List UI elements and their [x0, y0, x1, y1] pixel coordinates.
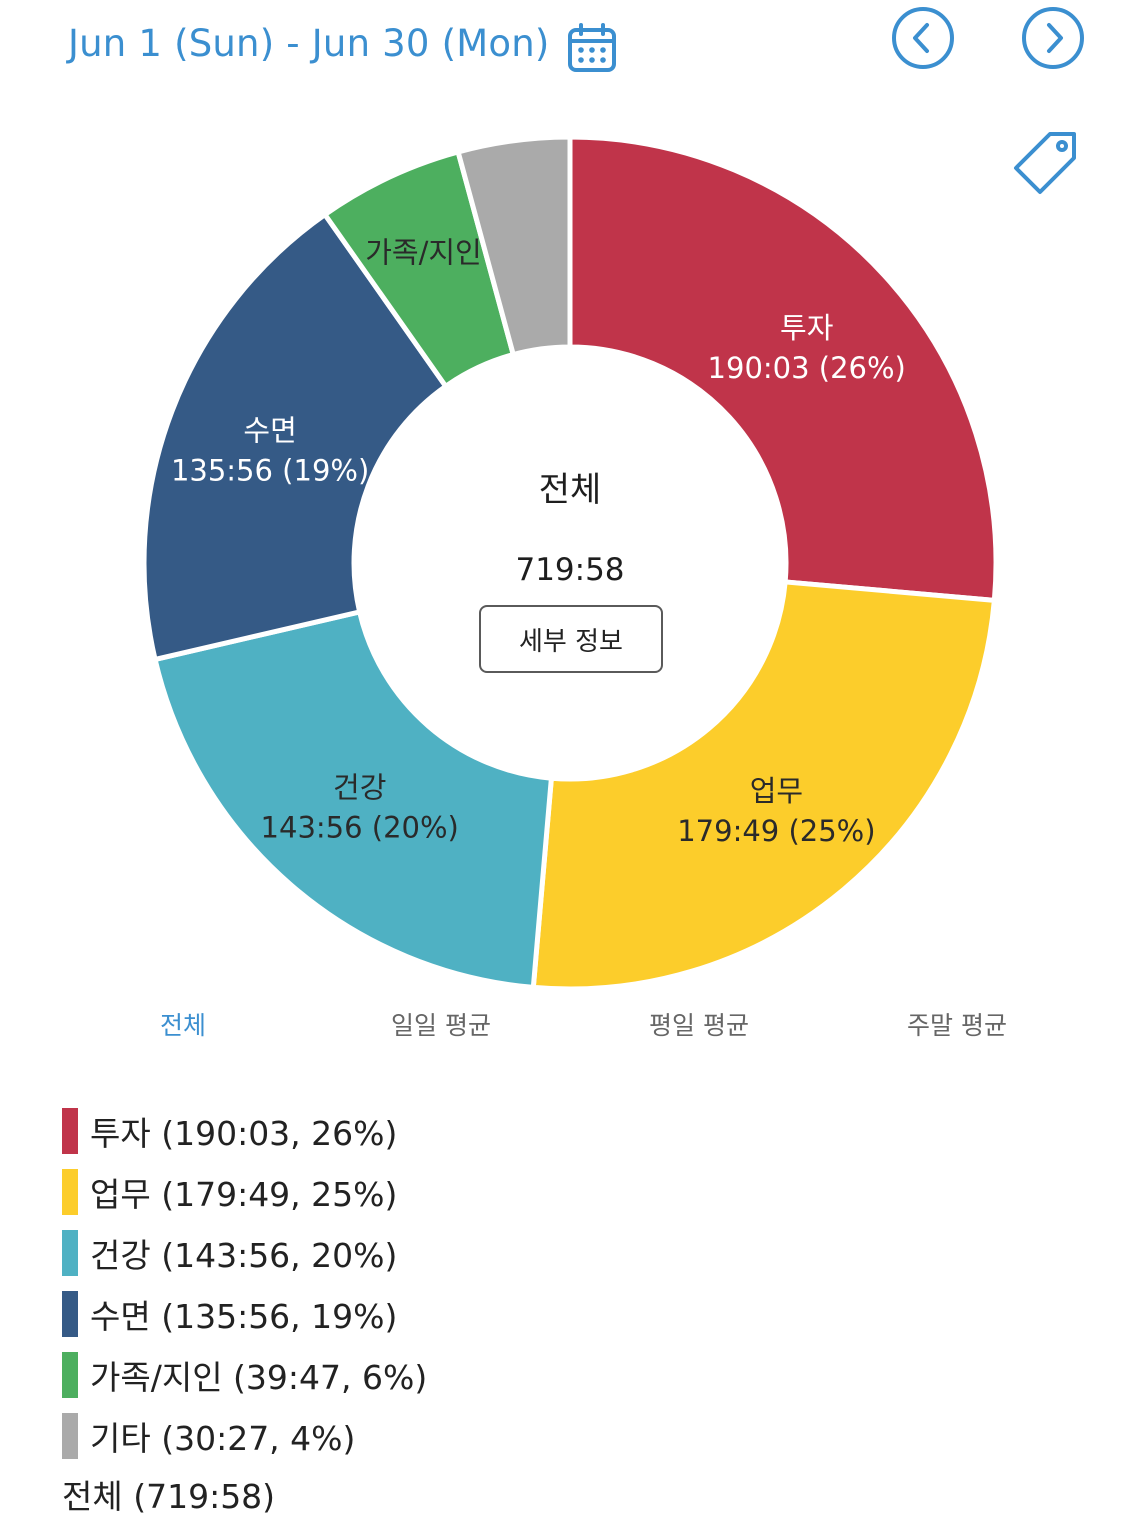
slice-label-health: 건강: [333, 771, 386, 805]
tag-icon[interactable]: [1008, 128, 1080, 200]
legend-item-work[interactable]: 업무 (179:49, 25%): [62, 1161, 962, 1222]
legend-swatch: [62, 1412, 78, 1459]
donut-chart: 투자 190:03 (26%) 업무 179:49 (25%) 건강 143:56 (20…: [141, 134, 999, 992]
legend-swatch: [62, 1229, 78, 1276]
tab-weekend-average[interactable]: 주말 평균: [907, 1011, 1007, 1040]
legend-item-other[interactable]: 기타 (30:27, 4%): [62, 1405, 962, 1466]
legend-swatch: [62, 1351, 78, 1398]
calendar-icon[interactable]: [566, 22, 618, 74]
slice-health[interactable]: [152, 608, 555, 991]
legend-label: 업무 (179:49, 25%): [90, 1174, 398, 1214]
slice-value-health: 143:56 (20%): [261, 811, 459, 845]
center-title: 전체: [538, 470, 602, 510]
slice-label-work: 업무: [750, 774, 803, 808]
slice-label-investment: 투자: [780, 311, 833, 345]
slice-label-family: 가족/지인: [365, 235, 482, 269]
legend-label: 건강 (143:56, 20%): [90, 1235, 398, 1275]
legend-label: 투자 (190:03, 26%): [90, 1113, 398, 1153]
legend-label: 수면 (135:56, 19%): [90, 1296, 398, 1336]
slice-sleep[interactable]: [141, 211, 450, 663]
legend-swatch: [62, 1107, 78, 1154]
detail-info-button[interactable]: 세부 정보: [479, 605, 663, 673]
center-total-value: 719:58: [515, 552, 625, 588]
slice-value-sleep: 135:56 (19%): [171, 454, 369, 488]
date-range-title[interactable]: Jun 1 (Sun) - Jun 30 (Mon): [68, 22, 550, 65]
tab-weekday-average[interactable]: 평일 평균: [649, 1011, 749, 1040]
slice-value-work: 179:49 (25%): [677, 814, 875, 848]
legend-item-family[interactable]: 가족/지인 (39:47, 6%): [62, 1344, 962, 1405]
donut-slices: [141, 134, 999, 992]
stats-tabs: 전체 일일 평균 평일 평균 주말 평균: [54, 1004, 1086, 1048]
legend-swatch: [62, 1290, 78, 1337]
legend-label: 기타 (30:27, 4%): [90, 1418, 356, 1458]
tab-daily-average[interactable]: 일일 평균: [391, 1011, 491, 1040]
slice-value-investment: 190:03 (26%): [708, 351, 906, 385]
slice-label-sleep: 수면: [243, 414, 296, 448]
slice-investment[interactable]: [567, 134, 999, 604]
legend-swatch: [62, 1168, 78, 1215]
chevron-right-circle-icon[interactable]: [1020, 5, 1086, 71]
legend-item-health[interactable]: 건강 (143:56, 20%): [62, 1222, 962, 1283]
legend-total: 전체 (719:58): [62, 1477, 276, 1516]
slice-other[interactable]: [455, 134, 573, 358]
chevron-left-circle-icon[interactable]: [890, 5, 956, 71]
legend-label: 가족/지인 (39:47, 6%): [90, 1357, 428, 1397]
slice-work[interactable]: [530, 579, 998, 992]
donut-labels: 투자 190:03 (26%) 업무 179:49 (25%) 건강 143:56 (20…: [171, 235, 906, 847]
legend-item-sleep[interactable]: 수면 (135:56, 19%): [62, 1283, 962, 1344]
legend-item-investment[interactable]: 투자 (190:03, 26%): [62, 1100, 962, 1161]
legend: 투자 (190:03, 26%) 업무 (179:49, 25%) 건강 (14…: [62, 1100, 962, 1527]
tab-total[interactable]: 전체: [159, 1011, 206, 1040]
